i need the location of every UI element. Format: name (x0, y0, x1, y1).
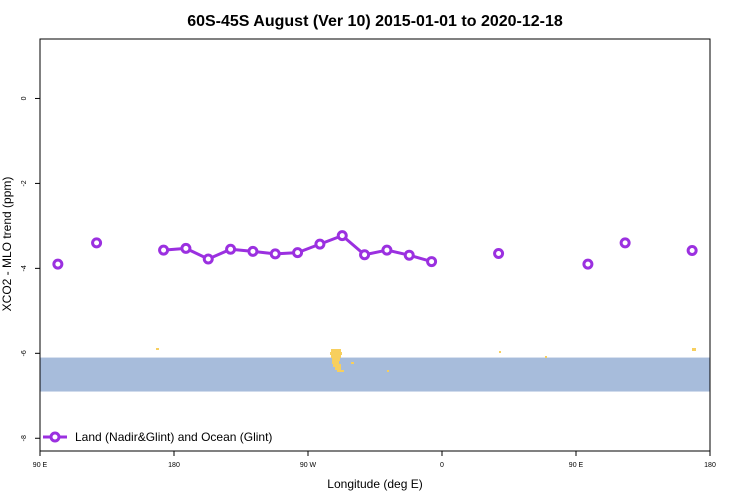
y-tick-label: 0 (21, 96, 28, 100)
data-point (269, 248, 281, 260)
x-tick-label: 90 W (300, 462, 317, 469)
y-axis: 0 -2 -4 -6 -8 (21, 96, 40, 441)
plot-area (39, 38, 711, 452)
data-point (426, 256, 438, 268)
x-tick-label: 0 (440, 462, 444, 469)
data-point (359, 249, 371, 261)
legend-label: Land (Nadir&Glint) and Ocean (Glint) (75, 430, 272, 444)
land-ocean-band (40, 357, 710, 392)
land-mark (331, 355, 341, 358)
data-point (619, 237, 631, 249)
data-point (493, 247, 505, 259)
land-mark (499, 351, 501, 353)
data-point (403, 249, 415, 261)
legend: Land (Nadir&Glint) and Ocean (Glint) (43, 430, 272, 444)
land-mark (692, 348, 696, 351)
data-point (91, 237, 103, 249)
land-mark (335, 367, 341, 370)
data-point (180, 242, 192, 254)
land-mark (351, 362, 354, 364)
data-point (158, 244, 170, 256)
y-tick-label: -2 (21, 180, 28, 186)
data-point (202, 253, 214, 265)
data-point (381, 244, 393, 256)
land-mark (337, 370, 344, 372)
x-axis: 90 E 180 90 W 0 90 E 180 (33, 451, 716, 469)
data-point (225, 243, 237, 255)
x-tick-label: 90 E (33, 462, 48, 469)
data-point (52, 258, 64, 270)
x-tick-label: 180 (168, 462, 180, 469)
land-mark (545, 356, 547, 358)
y-tick-label: -6 (21, 350, 28, 356)
data-point (292, 247, 304, 259)
x-tick-label: 90 E (569, 462, 584, 469)
land-mark (332, 361, 339, 364)
data-point (247, 245, 259, 257)
land-mark (330, 352, 342, 355)
y-tick-label: -8 (21, 435, 28, 441)
chart-title: 60S-45S August (Ver 10) 2015-01-01 to 20… (187, 13, 563, 30)
land-mark (156, 348, 159, 350)
legend-marker (49, 431, 61, 443)
land-mark (332, 358, 340, 361)
plot-frame (39, 38, 711, 452)
y-tick-label: -4 (21, 265, 28, 271)
series-layer (52, 230, 698, 270)
data-point (336, 230, 348, 242)
land-markers (156, 348, 696, 372)
data-point (686, 245, 698, 257)
land-mark (331, 349, 341, 352)
x-axis-label: Longitude (deg E) (327, 477, 422, 491)
y-axis-label: XCO2 - MLO trend (ppm) (0, 177, 14, 312)
x-tick-label: 180 (704, 462, 716, 469)
land-mark (333, 364, 341, 367)
data-point (314, 238, 326, 250)
land-mark (387, 370, 389, 372)
data-point (582, 258, 594, 270)
